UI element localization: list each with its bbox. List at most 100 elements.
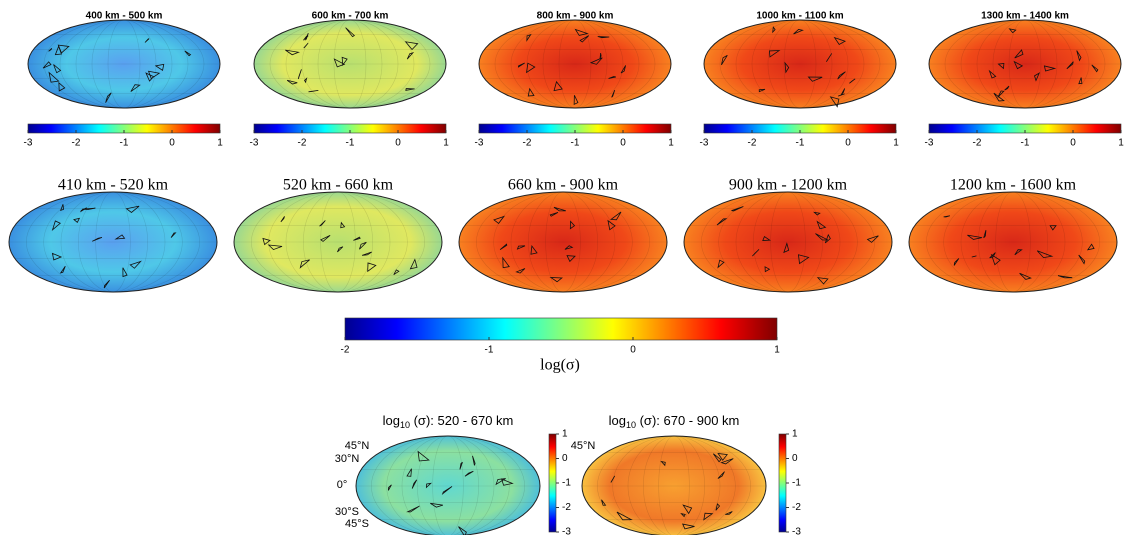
continent	[807, 76, 823, 82]
meridian	[78, 191, 148, 293]
continent	[286, 79, 298, 85]
map	[355, 435, 541, 535]
colorbar-tick-label: 0	[620, 138, 626, 149]
continent	[1004, 85, 1010, 91]
colorbar-label: log(σ)	[540, 357, 580, 374]
continent	[184, 50, 192, 57]
panel-title: 1200 km - 1600 km	[950, 177, 1077, 194]
meridian	[401, 435, 495, 535]
colorbar-tick-label: 0	[845, 138, 851, 149]
meridian	[1008, 19, 1042, 109]
continent	[813, 211, 821, 216]
continent	[943, 215, 951, 218]
meridian	[526, 19, 624, 109]
continent	[129, 260, 142, 269]
map	[703, 19, 897, 109]
title-sub: 10	[626, 420, 636, 430]
continent	[784, 61, 790, 74]
continent	[1013, 60, 1024, 70]
continent	[262, 237, 271, 246]
continent	[682, 504, 693, 515]
continent	[597, 36, 610, 39]
continent	[608, 76, 616, 79]
meridian	[751, 19, 849, 109]
continent	[459, 461, 463, 470]
continent	[411, 479, 418, 489]
continent	[267, 244, 283, 251]
continent	[458, 526, 467, 535]
colorbar-tick-label: 1	[774, 345, 780, 356]
title-base: log	[383, 413, 400, 428]
meridian	[597, 435, 751, 535]
continent	[493, 215, 506, 224]
continent	[680, 513, 686, 518]
continent	[610, 475, 616, 483]
map	[908, 191, 1118, 293]
meridian	[43, 19, 205, 109]
meridian	[643, 435, 705, 535]
map	[683, 191, 893, 293]
continent	[681, 523, 695, 530]
meridian	[285, 19, 415, 109]
continent	[849, 78, 856, 84]
colorbar-tick-label: -1	[562, 478, 571, 489]
continent	[713, 453, 722, 463]
continent	[611, 90, 616, 98]
meridian	[26, 191, 200, 293]
map	[581, 435, 767, 535]
continent	[51, 220, 61, 232]
meridian	[417, 435, 479, 535]
continent	[53, 64, 62, 74]
meridian	[719, 19, 881, 109]
continent	[405, 88, 415, 91]
meridian	[371, 435, 525, 535]
meridian	[107, 19, 141, 109]
continent	[530, 244, 538, 255]
continent	[764, 266, 771, 273]
continent	[833, 36, 847, 46]
continent	[573, 95, 579, 106]
continent	[769, 50, 781, 58]
colorbar-tick-label: 0	[1070, 138, 1076, 149]
continent	[105, 92, 112, 103]
continent	[60, 204, 64, 212]
continent	[967, 234, 983, 240]
map	[253, 19, 447, 109]
meridian	[494, 19, 656, 109]
continent	[660, 460, 666, 467]
continent	[772, 26, 776, 34]
colorbar	[344, 317, 778, 341]
meridian	[944, 19, 1106, 109]
continent	[717, 453, 728, 461]
panel-title: 900 km - 1200 km	[729, 177, 848, 194]
continent	[464, 470, 474, 477]
continent	[341, 56, 348, 67]
continent	[48, 47, 53, 52]
meridian	[75, 19, 173, 109]
continent	[574, 28, 589, 36]
continent	[1043, 65, 1057, 72]
meridian	[960, 19, 1090, 109]
meridian	[542, 19, 608, 109]
continent	[304, 77, 308, 84]
continent	[1049, 225, 1057, 231]
colorbar-tick-label: 0	[792, 453, 798, 464]
continent	[526, 62, 536, 74]
meridian	[251, 191, 425, 293]
meridian	[301, 19, 399, 109]
meridian	[735, 19, 865, 109]
continent	[502, 256, 510, 269]
colorbar-tick-label: -2	[748, 138, 757, 149]
continent	[361, 251, 372, 256]
meridian	[658, 435, 690, 535]
colorbar-tick-label: -2	[523, 138, 532, 149]
continent	[553, 80, 563, 92]
continent	[527, 87, 535, 97]
continent	[359, 241, 367, 250]
latitude-label: 45°N	[345, 440, 370, 452]
continent	[340, 221, 346, 229]
continent	[783, 242, 790, 254]
continent	[620, 65, 627, 74]
meridian	[770, 191, 806, 293]
